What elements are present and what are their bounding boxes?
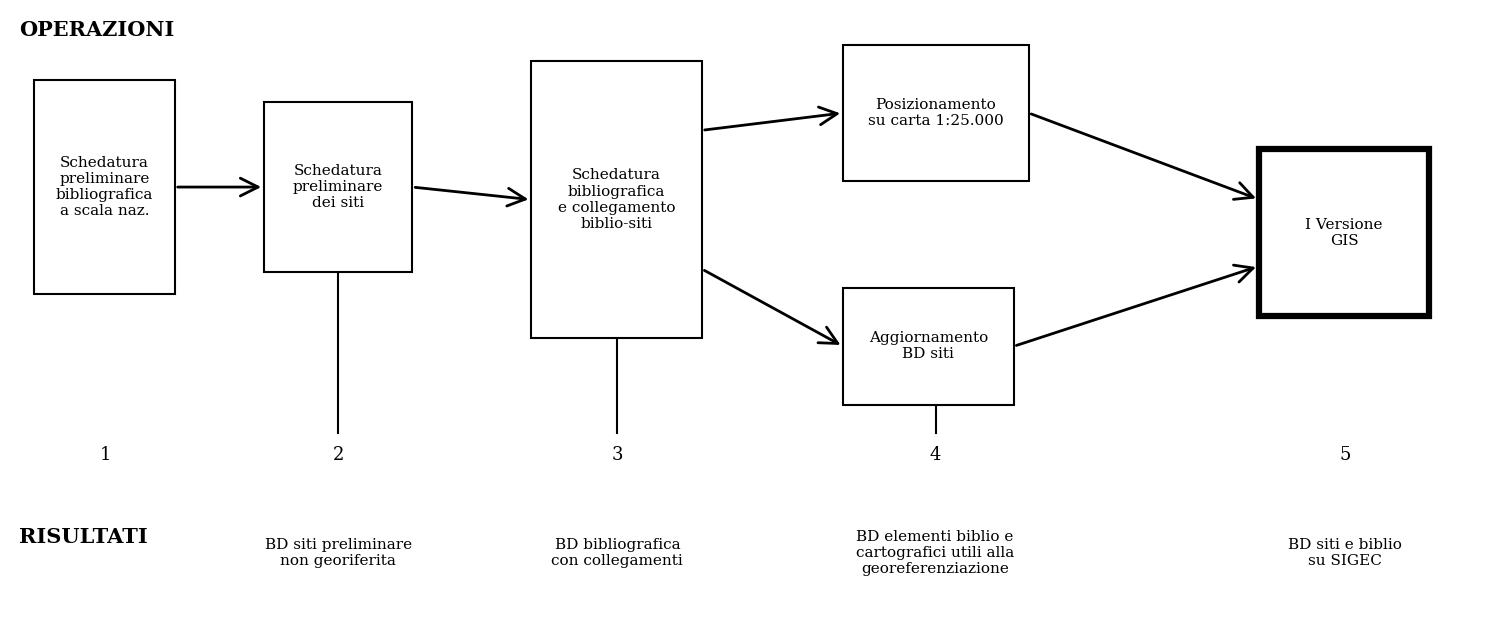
FancyBboxPatch shape: [1259, 150, 1429, 316]
FancyBboxPatch shape: [844, 288, 1014, 404]
Text: Schedatura
preliminare
dei siti: Schedatura preliminare dei siti: [293, 164, 384, 210]
Text: BD siti e biblio
su SIGEC: BD siti e biblio su SIGEC: [1288, 538, 1402, 568]
Text: OPERAZIONI: OPERAZIONI: [19, 20, 175, 40]
Text: BD siti preliminare
non georiferita: BD siti preliminare non georiferita: [264, 538, 412, 568]
Text: Aggiornamento
BD siti: Aggiornamento BD siti: [869, 331, 988, 362]
FancyBboxPatch shape: [264, 102, 412, 272]
Text: Posizionamento
su carta 1:25.000: Posizionamento su carta 1:25.000: [867, 98, 1003, 128]
Text: I Versione
GIS: I Versione GIS: [1305, 218, 1383, 248]
Text: 4: 4: [929, 446, 941, 464]
Text: BD bibliografica
con collegamenti: BD bibliografica con collegamenti: [551, 538, 684, 568]
Text: 2: 2: [333, 446, 343, 464]
FancyBboxPatch shape: [844, 45, 1029, 181]
Text: Schedatura
preliminare
bibliografica
a scala naz.: Schedatura preliminare bibliografica a s…: [55, 156, 154, 219]
FancyBboxPatch shape: [532, 61, 702, 339]
Text: 5: 5: [1339, 446, 1351, 464]
Text: Schedatura
bibliografica
e collegamento
biblio-siti: Schedatura bibliografica e collegamento …: [558, 168, 675, 231]
FancyBboxPatch shape: [34, 80, 175, 295]
Text: BD elementi biblio e
cartografici utili alla
georeferenziazione: BD elementi biblio e cartografici utili …: [855, 530, 1014, 576]
Text: 3: 3: [612, 446, 623, 464]
Text: 1: 1: [100, 446, 110, 464]
Text: RISULTATI: RISULTATI: [19, 527, 148, 547]
